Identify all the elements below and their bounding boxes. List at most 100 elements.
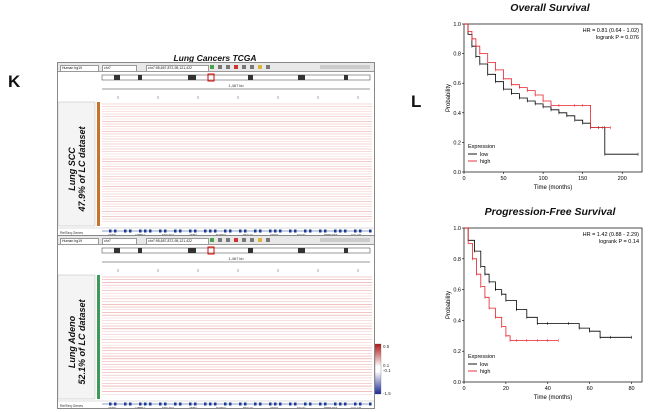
ruler-label: 1,467 kb <box>228 83 244 88</box>
gene-exon <box>229 402 232 406</box>
gene-exon <box>254 402 257 406</box>
chromosome-select[interactable]: chr7 <box>102 237 137 245</box>
track-label-lung-scc: Lung SCC 47.9% of LC dataset <box>67 126 87 212</box>
gene-exon <box>114 229 117 233</box>
gene-exon <box>334 402 337 406</box>
hazard-ratio-text: HR = 0.81 (0.64 - 1.02) <box>583 28 640 34</box>
gene-exon <box>239 402 242 406</box>
igv-tracks-top: 1,467 kb RefSeq Genes ASNS LMBR1 SDHAF3 ASB… <box>58 73 374 236</box>
gene-exon <box>274 229 277 233</box>
gene-label: DAPK3 <box>216 406 226 409</box>
svg-text:-0.1: -0.1 <box>383 368 391 373</box>
gene-exon <box>259 229 262 233</box>
x-tick-label: 80 <box>628 386 634 392</box>
gene-exon <box>344 229 347 233</box>
gene-label: CDK6 <box>270 406 278 409</box>
genome-select[interactable]: Human hg19 <box>60 64 99 72</box>
gene-exon <box>304 229 307 233</box>
genome-select[interactable]: Human hg19 <box>60 237 99 245</box>
gene-label: ASNS <box>108 406 116 409</box>
gene-exon <box>189 229 192 233</box>
legend-label-low: low <box>480 152 488 158</box>
svg-text:0.5: 0.5 <box>383 344 390 349</box>
track-label-lung-adeno: Lung Adeno 52.1% of LC dataset <box>67 299 87 385</box>
gene-exon <box>144 229 147 233</box>
zoom-slider[interactable] <box>320 65 370 69</box>
gene-exon <box>129 402 132 406</box>
igv-block-bottom: Human hg19 chr7 chr7:95,657,872-95,121,4… <box>57 235 375 409</box>
gene-label: LMBR1 <box>135 233 145 236</box>
x-axis-label: Time (months) <box>534 185 572 191</box>
gene-exon <box>309 402 312 406</box>
chromosome-select[interactable]: chr7 <box>102 64 137 72</box>
gene-exon <box>164 402 167 406</box>
x-tick-label: 0 <box>462 386 465 392</box>
gene-exon <box>339 402 342 406</box>
igv-toolbar-bottom: Human hg19 chr7 chr7:95,657,872-95,121,4… <box>58 236 374 245</box>
gene-exon <box>214 229 217 233</box>
gene-exon <box>229 229 232 233</box>
gene-exon <box>309 229 312 233</box>
locus-input[interactable]: chr7:95,657,872-95,121,422 <box>146 64 209 72</box>
gene-exon <box>149 229 152 233</box>
y-tick-label: 0.0 <box>453 170 461 176</box>
gene-exon <box>294 402 297 406</box>
panel-letter-k: K <box>8 72 21 91</box>
refseq-label-bottom: RefSeq Genes <box>60 404 83 408</box>
gene-exon <box>279 402 282 406</box>
legend-label-high: high <box>480 159 490 165</box>
igv-title: Lung Cancers TCGA <box>173 53 257 63</box>
y-axis-label: Probability <box>446 84 452 112</box>
gene-exon <box>244 402 247 406</box>
gene-label: PEG10 <box>243 406 253 409</box>
gene-exon <box>354 229 357 233</box>
gene-exon <box>144 402 147 406</box>
ruler-label: 1,467 kb <box>228 256 244 261</box>
gene-exon <box>174 229 177 233</box>
gene-label: DAPK3 <box>216 233 226 236</box>
gene-exon <box>294 229 297 233</box>
x-tick-label: 100 <box>539 176 548 182</box>
svg-text:0.1: 0.1 <box>383 363 390 368</box>
gene-exon <box>114 402 117 406</box>
locus-input[interactable]: chr7:95,657,872-95,121,422 <box>146 237 209 245</box>
gene-exon <box>109 402 112 406</box>
toolbar-icons[interactable] <box>210 237 290 243</box>
y-tick-label: 0.6 <box>453 288 461 294</box>
gene-exon <box>359 229 362 233</box>
gene-exon <box>269 229 272 233</box>
gene-exon <box>204 402 207 406</box>
toolbar-icons[interactable] <box>210 64 290 70</box>
gene-exon <box>109 229 112 233</box>
gene-exon <box>194 402 197 406</box>
gene-exon <box>339 229 342 233</box>
gene-label: ASNS <box>108 233 116 236</box>
y-axis-label: Probability <box>446 291 452 319</box>
gene-label: PPP1R9A <box>324 233 338 236</box>
x-tick-label: 200 <box>618 176 627 182</box>
legend-label-low: low <box>480 362 488 368</box>
x-tick-label: 150 <box>578 176 587 182</box>
y-tick-label: 0.2 <box>453 140 461 146</box>
hazard-ratio-text: HR = 1.42 (0.88 - 2.29) <box>583 232 640 238</box>
gene-exon <box>279 229 282 233</box>
x-tick-label: 40 <box>545 386 551 392</box>
gene-label: SGCE <box>297 406 306 409</box>
gene-label: LMBR1 <box>135 406 145 409</box>
y-tick-label: 0.4 <box>453 318 461 324</box>
y-tick-label: 0.8 <box>453 52 461 58</box>
gene-exon <box>209 402 212 406</box>
igv-toolbar-top: Human hg19 chr7 chr7:95,657,872-95,121,4… <box>58 63 374 72</box>
gene-exon <box>344 402 347 406</box>
gene-exon <box>214 402 217 406</box>
gene-exon <box>369 402 372 406</box>
legend-title: Expression <box>468 144 495 150</box>
gene-exon <box>139 402 142 406</box>
gene-exon <box>159 229 162 233</box>
gene-exon <box>359 402 362 406</box>
legend-title: Expression <box>468 354 495 360</box>
gene-exon <box>269 402 272 406</box>
zoom-slider[interactable] <box>320 238 370 242</box>
gene-exon <box>324 229 327 233</box>
gene-exon <box>179 229 182 233</box>
